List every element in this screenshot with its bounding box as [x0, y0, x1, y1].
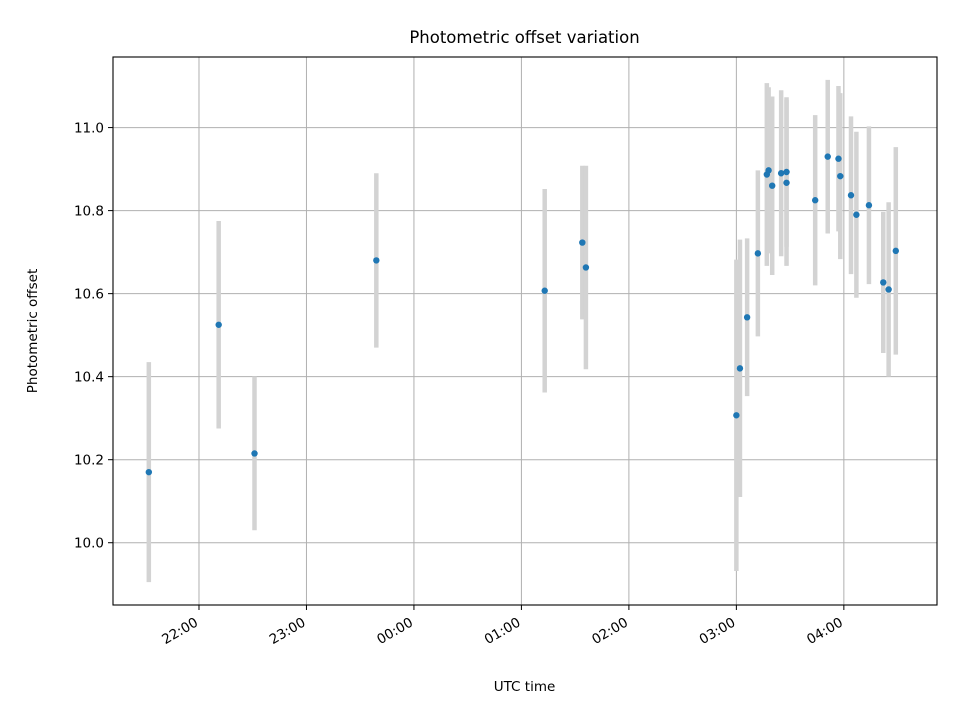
data-point	[733, 412, 740, 419]
x-tick-label: 00:00	[374, 615, 416, 648]
y-tick-label: 10.8	[74, 204, 104, 220]
data-point	[811, 197, 819, 204]
data-point	[885, 286, 892, 293]
x-axis-ticks: 22:00 23:00 00:00 01:00 02:00 03:00 04:00	[159, 605, 846, 648]
data-points	[145, 153, 899, 476]
data-point	[892, 247, 899, 255]
data-point	[579, 239, 586, 246]
data-point	[743, 314, 751, 321]
error-bars	[146, 79, 899, 583]
data-point	[765, 167, 772, 174]
data-point	[769, 182, 776, 189]
x-tick-label: 03:00	[697, 615, 739, 648]
data-point	[736, 365, 744, 372]
data-point	[865, 202, 873, 209]
x-tick-label: 01:00	[482, 615, 524, 648]
x-tick-label: 02:00	[589, 615, 631, 648]
x-tick-label: 04:00	[804, 615, 846, 648]
y-axis-label: Photometric offset	[25, 269, 41, 393]
data-point	[880, 279, 887, 286]
data-point	[541, 287, 548, 294]
y-tick-label: 10.6	[74, 287, 104, 303]
chart-title: Photometric offset variation	[409, 28, 639, 47]
data-point	[824, 153, 831, 160]
y-tick-label: 10.0	[74, 536, 104, 552]
data-point	[582, 264, 590, 271]
x-axis-label: UTC time	[494, 679, 556, 695]
data-point	[145, 468, 153, 476]
data-point	[777, 170, 785, 177]
x-tick-label: 22:00	[159, 615, 201, 648]
data-point	[783, 168, 790, 176]
data-point	[373, 257, 380, 264]
y-tick-label: 11.0	[74, 121, 104, 137]
y-axis-ticks: 10.0 10.2 10.4 10.6 10.8 11.0	[74, 121, 113, 552]
data-point	[847, 192, 855, 199]
data-point	[837, 172, 844, 180]
x-tick-label: 23:00	[267, 615, 309, 648]
data-point	[251, 450, 258, 457]
data-point	[783, 179, 790, 186]
data-point	[215, 321, 222, 328]
y-tick-label: 10.4	[74, 370, 104, 386]
data-point	[853, 211, 860, 218]
data-point	[835, 155, 842, 162]
plot-frame	[112, 56, 938, 606]
data-point	[754, 250, 762, 257]
y-tick-label: 10.2	[74, 453, 104, 469]
